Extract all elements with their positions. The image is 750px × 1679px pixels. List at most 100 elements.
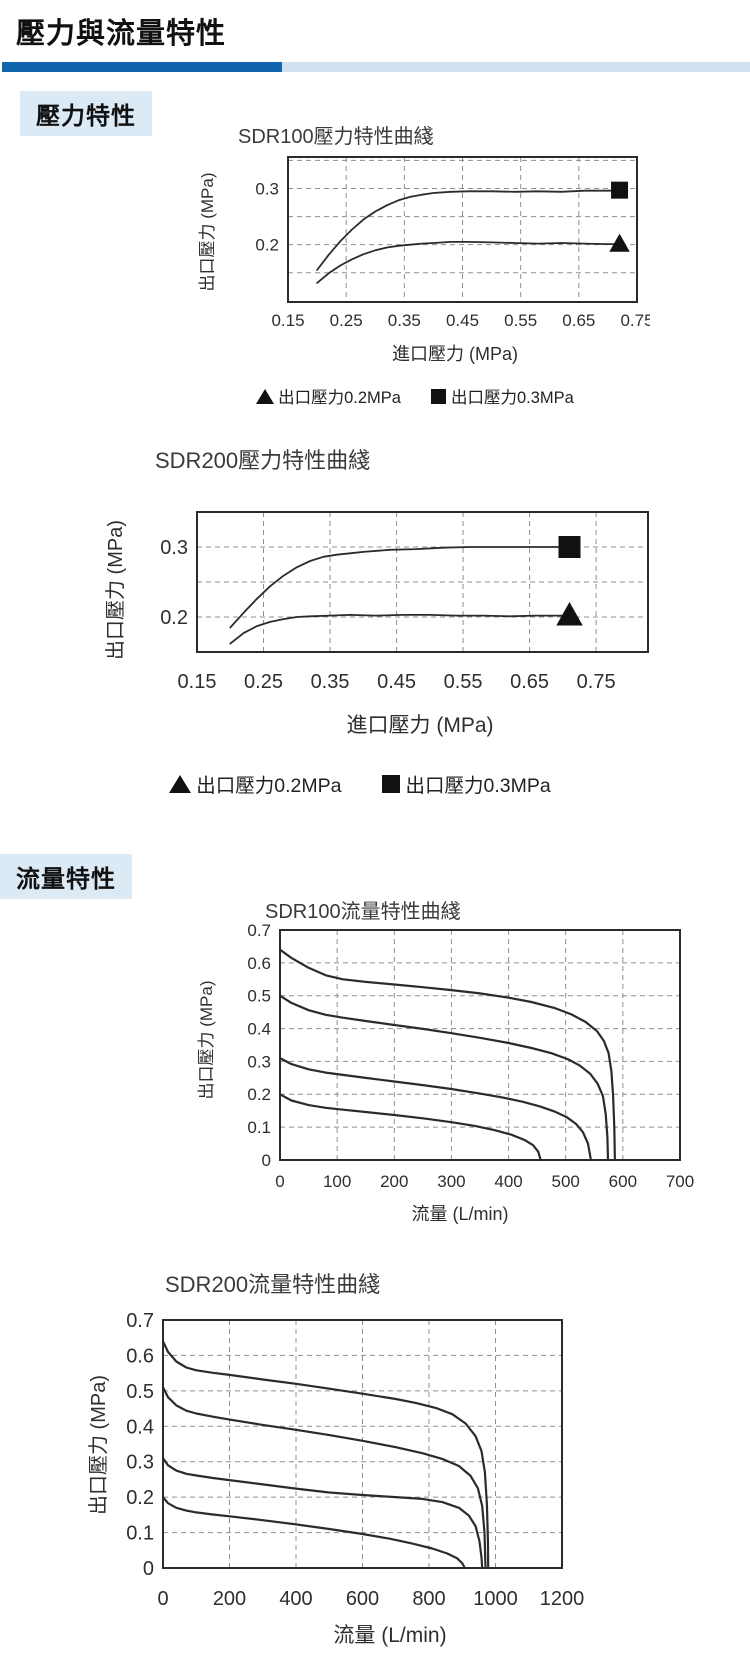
page-title: 壓力與流量特性 <box>16 18 227 50</box>
legend-label: 出口壓力0.3MPa <box>451 389 574 407</box>
x-tick-label: 0.65 <box>510 671 549 693</box>
chart-title: SDR100流量特性曲綫 <box>265 900 461 923</box>
square-marker <box>558 536 581 558</box>
y-tick-label: 0.6 <box>247 954 271 973</box>
triangle-marker <box>556 601 583 626</box>
y-tick-label: 0.7 <box>247 921 271 940</box>
x-tick-label: 0.25 <box>244 671 283 693</box>
x-tick-label: 200 <box>380 1172 408 1191</box>
x-tick-label: 100 <box>323 1172 351 1191</box>
x-tick-label: 600 <box>346 1588 379 1610</box>
legend-item-outlet-02: 出口壓力0.2MPa <box>169 769 342 798</box>
y-tick-label: 0.3 <box>126 1452 154 1474</box>
series-curve <box>161 1457 484 1570</box>
square-marker <box>611 181 629 199</box>
series-curve <box>229 613 571 645</box>
legend-label: 出口壓力0.2MPa <box>278 389 401 407</box>
sdr100-flow-plot: 0 100 200 300 400 500 600 700 0.7 0.6 0.5 0.4 0.3 0.2… <box>197 900 694 1224</box>
series-curve <box>278 1093 542 1162</box>
x-tick-label: 300 <box>437 1172 465 1191</box>
x-tick-label: 600 <box>609 1172 637 1191</box>
x-axis-label: 流量 (L/min) <box>333 1624 446 1647</box>
triangle-marker <box>609 233 630 252</box>
accent-bar-dark-segment <box>2 62 282 72</box>
x-tick-label: 800 <box>412 1588 445 1610</box>
triangle-icon <box>256 388 275 404</box>
x-tick-label: 400 <box>279 1588 312 1610</box>
y-axis-label: 出口壓力 (MPa) <box>104 520 127 660</box>
x-tick-label: 0.55 <box>444 671 483 693</box>
y-tick-label: 0.2 <box>126 1487 154 1509</box>
y-tick-label: 0.3 <box>247 1052 271 1071</box>
y-tick-label: 0.5 <box>247 987 271 1006</box>
y-tick-label: 0 <box>262 1151 271 1170</box>
y-tick-label: 0.2 <box>160 607 188 629</box>
x-tick-label: 0.35 <box>388 311 421 330</box>
series-curve <box>278 1057 592 1162</box>
y-tick-label: 0 <box>143 1558 154 1580</box>
x-tick-label: 1000 <box>473 1588 518 1610</box>
x-tick-label: 0.75 <box>620 311 650 330</box>
x-tick-label: 0 <box>275 1172 284 1191</box>
y-axis-label: 出口壓力 (MPa) <box>87 1375 110 1515</box>
x-tick-label: 700 <box>666 1172 694 1191</box>
y-tick-label: 0.5 <box>126 1381 154 1403</box>
y-axis-label: 出口壓力 (MPa) <box>197 981 216 1100</box>
x-axis-label: 進口壓力 (MPa) <box>392 344 518 364</box>
chart-title: SDR200流量特性曲綫 <box>165 1272 380 1297</box>
triangle-icon <box>169 774 192 793</box>
series-curve <box>278 994 610 1162</box>
series-curve <box>161 1496 466 1570</box>
legend-label: 出口壓力0.2MPa <box>196 775 342 797</box>
legend-item-outlet-03: 出口壓力0.3MPa <box>381 769 551 798</box>
legend-label: 出口壓力0.3MPa <box>405 775 551 797</box>
accent-bar <box>2 62 750 72</box>
x-tick-label: 0 <box>157 1588 168 1610</box>
x-axis-label: 進口壓力 (MPa) <box>347 714 494 737</box>
sdr200-pressure-plot: 0.15 0.25 0.35 0.45 0.55 0.65 0.75 0.3 0.2 SDR200… <box>104 448 649 737</box>
y-axis-label: 出口壓力 (MPa) <box>198 173 217 292</box>
x-tick-label: 400 <box>494 1172 522 1191</box>
series-curve <box>161 1386 487 1570</box>
sdr200-flow-chart: 0 200 400 600 800 1000 1200 0.7 0.6 0.5 0.4 0.3 0.2 0… <box>80 1255 680 1660</box>
y-tick-label: 0.3 <box>255 179 279 198</box>
y-tick-label: 0.1 <box>247 1118 271 1137</box>
y-tick-label: 0.1 <box>126 1523 154 1545</box>
x-tick-label: 0.15 <box>178 671 217 693</box>
legend-item-outlet-03: 出口壓力0.3MPa <box>431 384 574 408</box>
legend-item-outlet-02: 出口壓力0.2MPa <box>256 384 401 408</box>
x-tick-label: 0.15 <box>271 311 304 330</box>
x-tick-label: 200 <box>213 1588 246 1610</box>
sdr100-pressure-chart: 0.15 0.25 0.35 0.45 0.55 0.65 0.75 0.3 0.2 SDR100… <box>180 112 654 382</box>
x-tick-label: 500 <box>552 1172 580 1191</box>
y-tick-label: 0.3 <box>160 537 188 559</box>
sdr200-pressure-legend: 出口壓力0.2MPa 出口壓力0.3MPa <box>55 769 665 798</box>
x-tick-label: 0.45 <box>446 311 479 330</box>
x-tick-label: 0.75 <box>577 671 616 693</box>
sdr200-pressure-chart: 0.15 0.25 0.35 0.45 0.55 0.65 0.75 0.3 0.2 SDR200… <box>100 440 665 755</box>
y-tick-label: 0.2 <box>247 1085 271 1104</box>
series-curve <box>316 240 621 284</box>
y-tick-label: 0.4 <box>126 1416 154 1438</box>
series-curve <box>229 546 571 629</box>
x-tick-label: 0.55 <box>504 311 537 330</box>
section-flow-label: 流量特性 <box>0 854 132 899</box>
series-curve <box>161 1340 490 1570</box>
accent-bar-light-segment <box>282 62 750 72</box>
x-tick-label: 0.25 <box>330 311 363 330</box>
sdr100-pressure-legend: 出口壓力0.2MPa 出口壓力0.3MPa <box>180 384 650 408</box>
series-curve <box>278 948 616 1162</box>
sdr100-flow-chart: 0 100 200 300 400 500 600 700 0.7 0.6 0.5 0.4 0.3 0.2… <box>180 890 750 1235</box>
y-tick-label: 0.6 <box>126 1345 154 1367</box>
y-tick-label: 0.7 <box>126 1310 154 1332</box>
x-axis-label: 流量 (L/min) <box>411 1204 508 1224</box>
y-tick-label: 0.2 <box>255 236 279 255</box>
x-tick-label: 0.45 <box>377 671 416 693</box>
sdr100-pressure-plot: 0.15 0.25 0.35 0.45 0.55 0.65 0.75 0.3 0.2 SDR100… <box>198 125 654 364</box>
sdr200-flow-plot: 0 200 400 600 800 1000 1200 0.7 0.6 0.5 0.4 0.3 0.2 0… <box>87 1272 585 1647</box>
x-tick-label: 1200 <box>540 1588 585 1610</box>
series-curve <box>316 189 621 271</box>
x-tick-label: 0.65 <box>562 311 595 330</box>
x-tick-label: 0.35 <box>311 671 350 693</box>
